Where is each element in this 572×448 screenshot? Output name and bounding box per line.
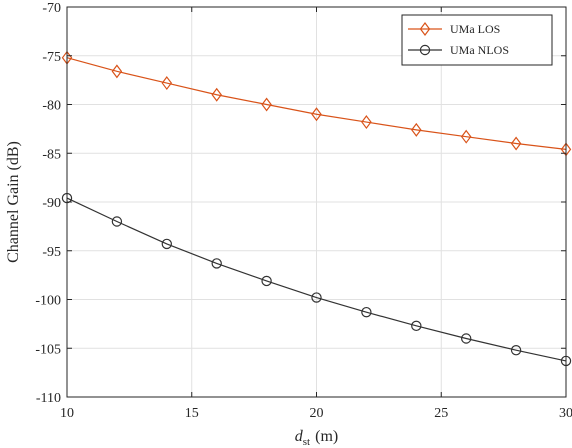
data-point [311, 292, 322, 303]
data-point [211, 87, 222, 102]
x-tick-label: 30 [559, 406, 572, 421]
x-tick-label: 25 [434, 406, 448, 421]
x-tick-label: 10 [60, 406, 74, 421]
y-tick-label: -95 [42, 245, 61, 260]
data-point [261, 97, 272, 112]
data-point [361, 115, 372, 130]
data-point [111, 216, 123, 227]
legend: UMa LOS UMa NLOS [401, 14, 553, 66]
data-point [411, 122, 422, 137]
x-axis-label-unit: (m) [315, 428, 338, 445]
x-axis-label-subscript: st [303, 436, 310, 448]
legend-box [401, 14, 553, 66]
y-axis-label: Channel Gain (dB) [5, 141, 22, 263]
series-2 [61, 192, 572, 367]
y-tick-label: -70 [42, 1, 61, 16]
y-tick-label: -105 [35, 342, 61, 357]
data-point [461, 333, 472, 344]
legend-item-1: UMa LOS [408, 22, 500, 36]
y-tick-label: -110 [36, 391, 61, 406]
data-point [211, 258, 222, 269]
data-point [261, 275, 272, 287]
x-axis-label-symbol: d [295, 428, 304, 445]
legend-label: UMa LOS [450, 22, 500, 36]
x-axis-label: dst (m) [295, 428, 338, 448]
series-line [66, 57, 567, 150]
data-point [311, 107, 322, 122]
y-tick-label: -100 [35, 294, 61, 309]
data-point [111, 64, 123, 79]
data-point [460, 129, 472, 144]
legend-label: UMa NLOS [450, 43, 509, 57]
y-tick-label: -90 [42, 196, 61, 211]
data-point [161, 76, 173, 91]
y-tick-label: -80 [42, 99, 61, 114]
data-point [161, 238, 172, 250]
data-point [411, 320, 422, 332]
data-point [361, 306, 372, 318]
data-point [510, 136, 522, 151]
legend-marker [419, 22, 431, 36]
legend-marker [419, 44, 431, 56]
x-tick-label: 20 [310, 406, 324, 421]
axis-ticks: 10 15 20 25 30 -110 -105 -100 -95 -90 -85 -80 -75 -70 [35, 1, 572, 421]
y-tick-label: -85 [42, 147, 61, 162]
y-tick-label: -75 [42, 50, 61, 65]
x-tick-label: 15 [185, 406, 199, 421]
series-line [66, 197, 567, 362]
data-point [510, 345, 522, 356]
legend-item-2: UMa NLOS [408, 43, 509, 57]
